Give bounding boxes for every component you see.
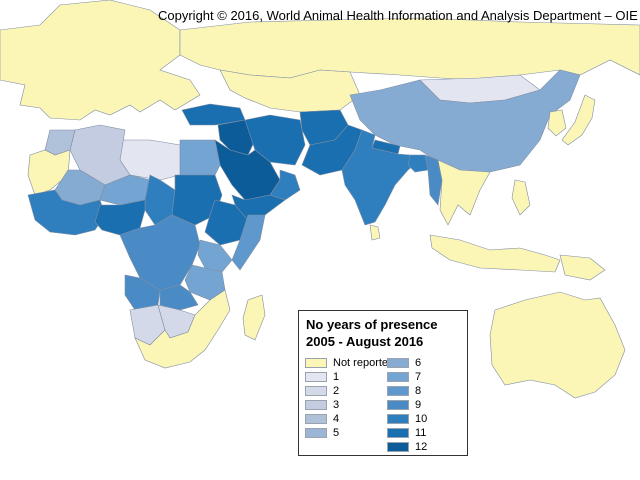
region-russia	[179, 17, 640, 81]
legend-swatch	[305, 414, 327, 425]
legend-label: 8	[415, 385, 422, 397]
legend-item: 10	[387, 413, 427, 425]
legend-title-line1: No years of presence	[306, 317, 438, 332]
legend-label: 1	[333, 371, 340, 383]
legend-title-line2: 2005 - August 2016	[306, 334, 424, 349]
legend-label: 10	[415, 413, 428, 425]
region-south-africa	[134, 289, 231, 369]
legend-label: 4	[333, 413, 340, 425]
legend-label: 12	[415, 441, 428, 453]
region-kenya	[197, 239, 233, 273]
legend-label: 6	[415, 357, 422, 369]
legend-label: 7	[415, 371, 422, 383]
legend-swatch	[305, 386, 327, 397]
legend-swatch	[387, 442, 409, 453]
legend-item: 5	[305, 427, 339, 439]
legend-item: 4	[305, 413, 339, 425]
region-iran	[244, 114, 306, 166]
legend-swatch	[387, 372, 409, 383]
region-kazakhstan	[219, 69, 361, 113]
legend-label: 3	[333, 399, 340, 411]
legend-item: 1	[305, 371, 339, 383]
legend-swatch	[305, 372, 327, 383]
region-sudan	[171, 174, 223, 226]
legend-swatch	[387, 428, 409, 439]
region-png	[559, 254, 606, 281]
region-europe	[0, 0, 201, 121]
legend-title: No years of presence 2005 - August 2016	[306, 316, 438, 350]
region-korea	[547, 109, 567, 137]
region-philippines	[511, 179, 531, 216]
legend-item: 3	[305, 399, 339, 411]
legend-swatch	[387, 400, 409, 411]
region-dr-congo	[119, 214, 201, 291]
region-sri-lanka	[369, 224, 381, 241]
region-somalia	[231, 214, 266, 271]
legend-item: Not reported	[305, 357, 394, 369]
region-egypt	[179, 139, 221, 176]
legend-item: 8	[387, 385, 421, 397]
region-madagascar	[242, 294, 266, 341]
region-bangladesh	[407, 154, 429, 173]
region-australia	[489, 291, 626, 399]
legend-swatch	[387, 386, 409, 397]
legend-item: 9	[387, 399, 421, 411]
legend-item: 2	[305, 385, 339, 397]
legend-item: 12	[387, 441, 427, 453]
legend-label: Not reported	[333, 357, 395, 369]
legend-label: 11	[415, 427, 427, 439]
legend-item: 11	[387, 427, 426, 439]
region-zambia	[159, 284, 199, 311]
legend-swatch	[387, 358, 409, 369]
legend-label: 2	[333, 385, 340, 397]
legend-swatch	[305, 358, 327, 369]
legend-swatch	[387, 414, 409, 425]
legend-label: 5	[333, 427, 340, 439]
region-southeast-asia	[437, 159, 491, 226]
legend-swatch	[305, 400, 327, 411]
region-japan	[561, 94, 596, 146]
legend-item: 7	[387, 371, 421, 383]
legend-swatch	[305, 428, 327, 439]
legend-item: 6	[387, 357, 421, 369]
copyright-notice: Copyright © 2016, World Animal Health In…	[158, 8, 638, 23]
region-ethiopia	[204, 199, 249, 246]
region-indonesia	[429, 234, 561, 273]
map-legend: No years of presence 2005 - August 2016 …	[298, 310, 468, 456]
legend-label: 9	[415, 399, 422, 411]
